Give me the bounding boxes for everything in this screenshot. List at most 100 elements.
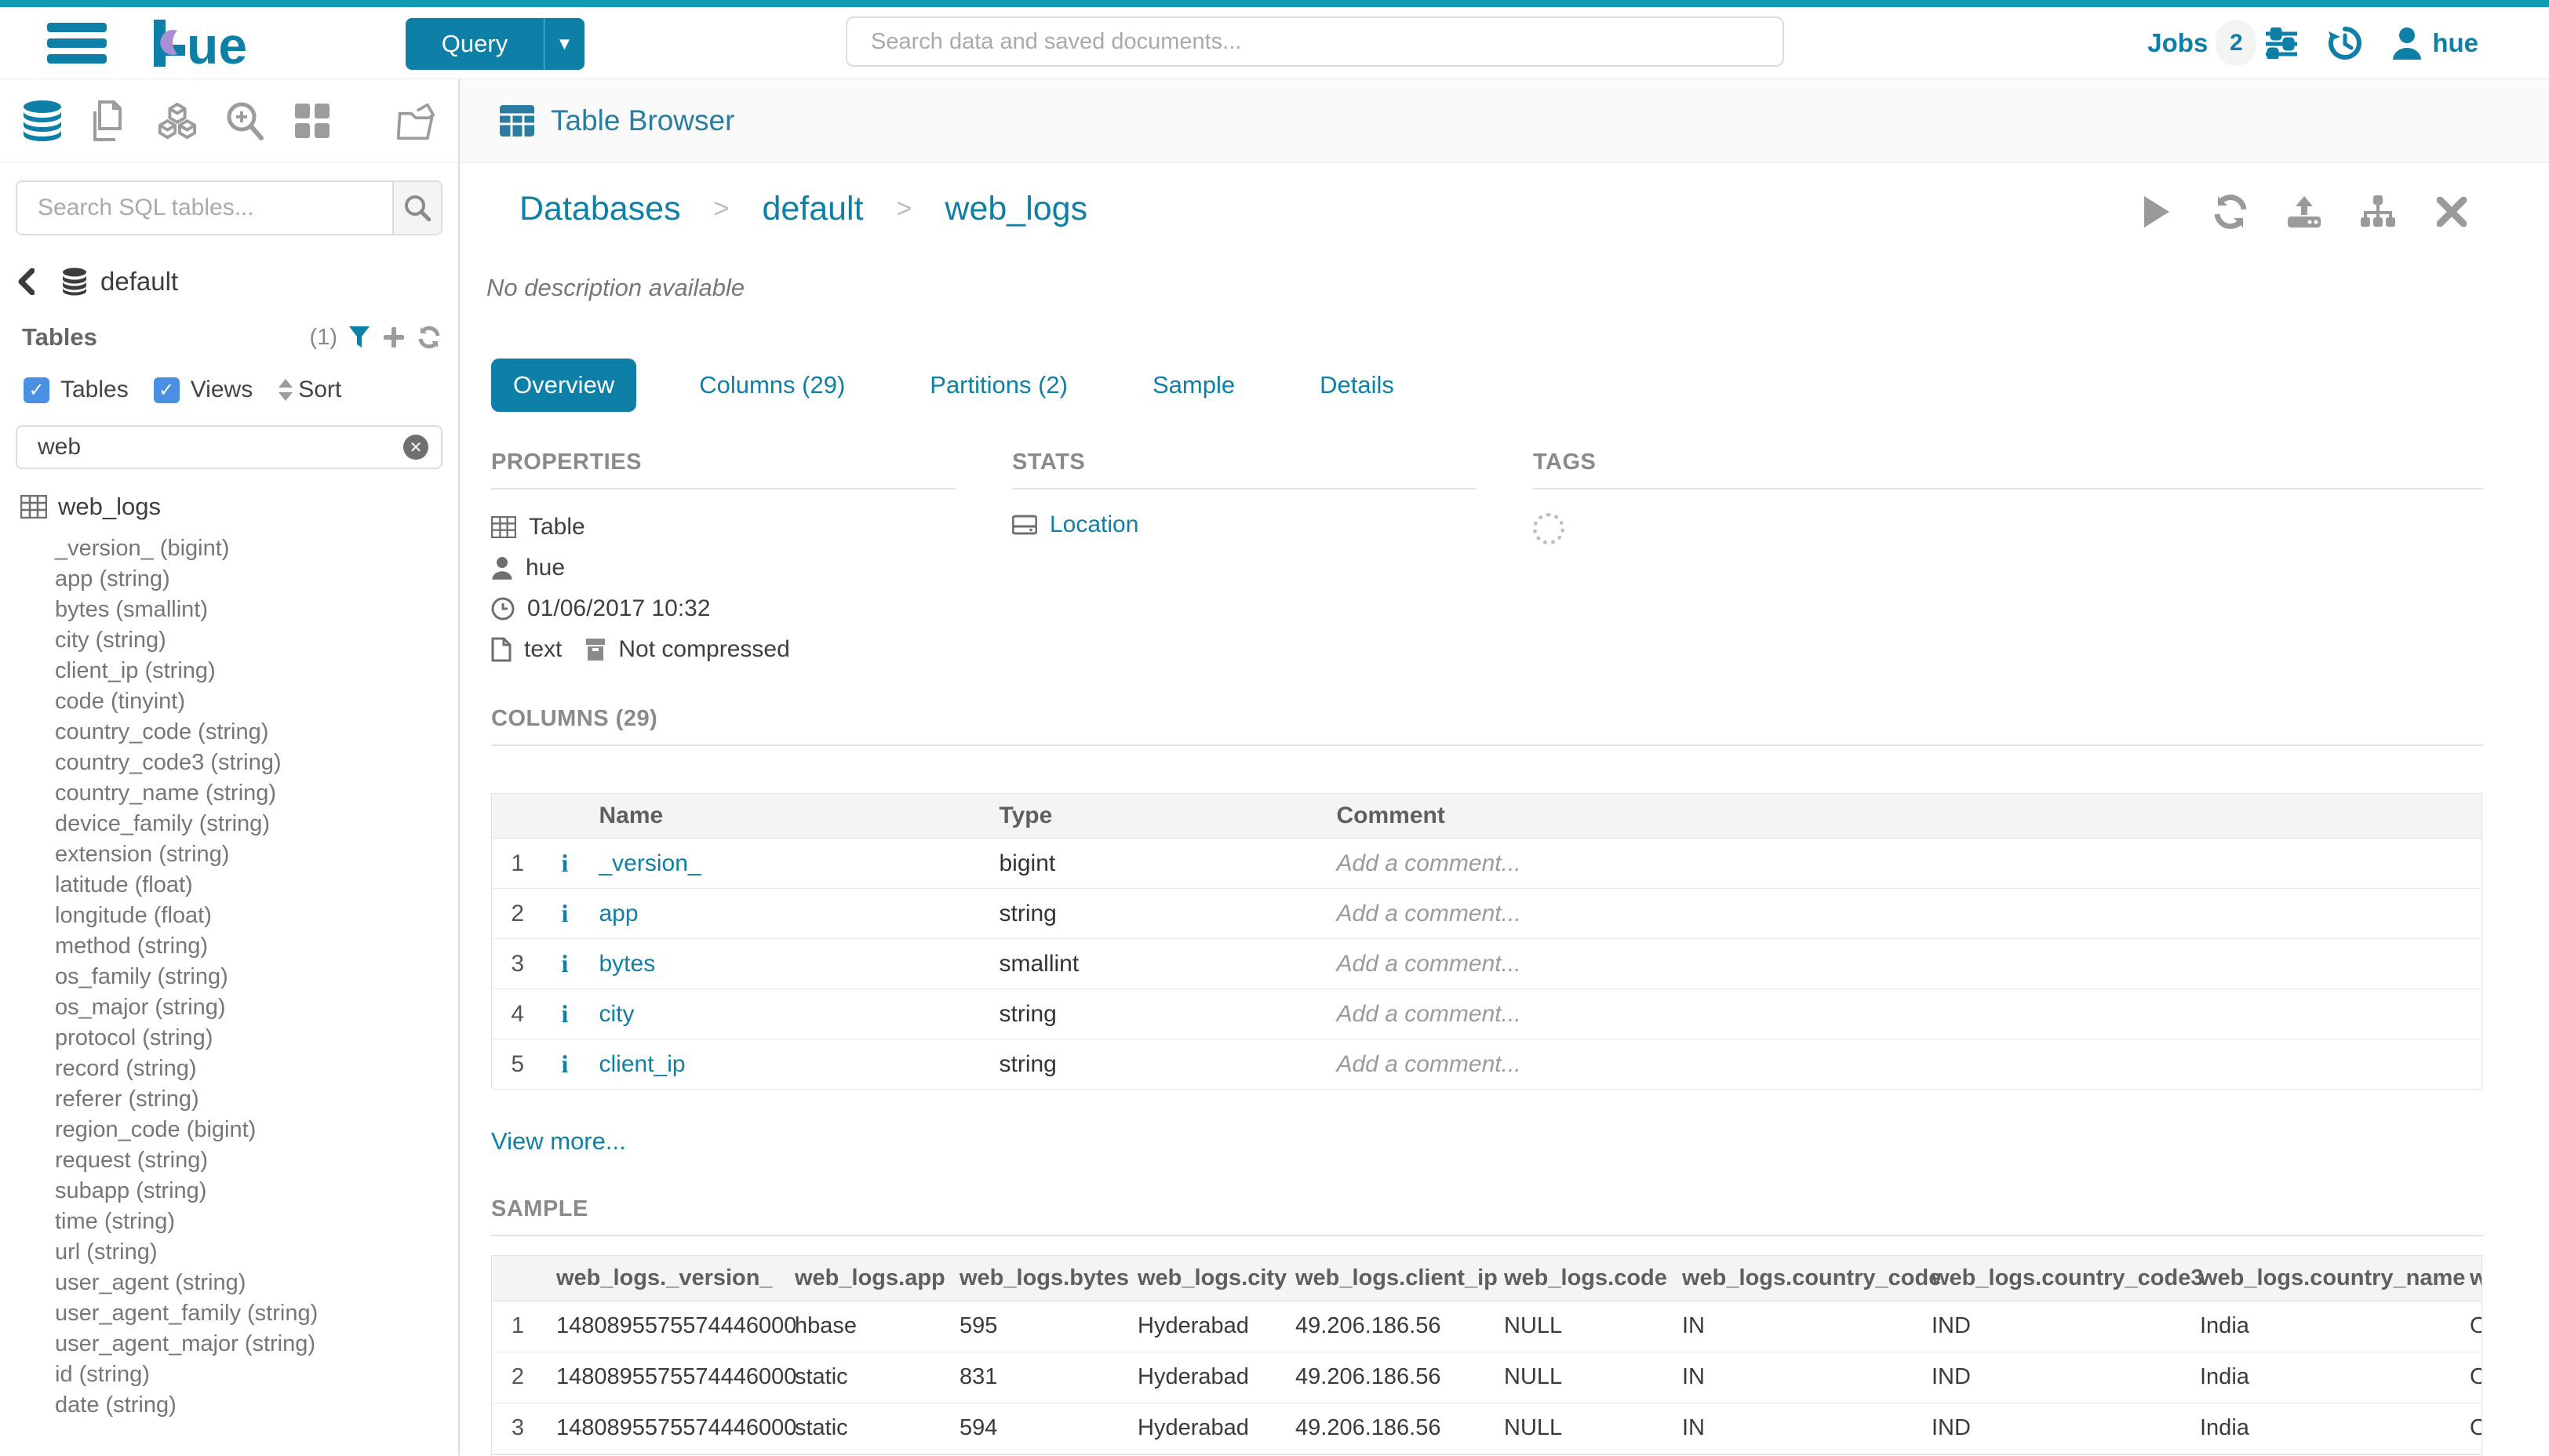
breadcrumb-item-web_logs[interactable]: web_logs xyxy=(945,190,1088,228)
column-list-item[interactable]: request (string) xyxy=(55,1148,209,1173)
column-name-link[interactable]: bytes xyxy=(586,938,987,989)
column-list-item[interactable]: subapp (string) xyxy=(55,1178,207,1203)
close-icon[interactable] xyxy=(2433,193,2471,231)
column-comment-placeholder[interactable]: Add a comment... xyxy=(1324,988,2482,1039)
refresh-tables-icon[interactable] xyxy=(417,326,441,349)
breadcrumb-item-default[interactable]: default xyxy=(762,190,864,228)
search-panel-icon[interactable] xyxy=(224,100,265,141)
column-list-item[interactable]: user_agent_family (string) xyxy=(55,1301,319,1326)
column-info-icon[interactable]: i xyxy=(543,938,587,989)
sql-tables-search-input[interactable] xyxy=(17,182,392,234)
column-comment-placeholder[interactable]: Add a comment... xyxy=(1324,838,2482,889)
location-link[interactable]: Location xyxy=(1050,511,1139,537)
column-list-item[interactable]: latitude (float) xyxy=(55,872,193,897)
sample-cell: IND xyxy=(1919,1301,2187,1352)
history-icon[interactable] xyxy=(2327,25,2363,61)
chevron-left-icon[interactable] xyxy=(17,268,35,295)
column-list-item[interactable]: url (string) xyxy=(55,1239,158,1265)
views-checkbox-label[interactable]: Views xyxy=(190,377,253,402)
refresh-icon[interactable] xyxy=(2212,193,2249,231)
breadcrumb-item-databases[interactable]: Databases xyxy=(519,190,681,228)
column-name-link[interactable]: client_ip xyxy=(586,1039,987,1090)
column-list-item[interactable]: country_code3 (string) xyxy=(55,750,282,775)
table-description[interactable]: No description available xyxy=(486,274,745,301)
query-button[interactable]: Query ▼ xyxy=(406,18,584,70)
global-search-input[interactable] xyxy=(846,16,1784,67)
query-table-icon[interactable] xyxy=(2138,193,2176,231)
hue-logo[interactable]: ue xyxy=(143,15,284,71)
tables-checkbox-label[interactable]: Tables xyxy=(60,377,129,402)
sample-cell: static xyxy=(782,1403,947,1454)
functions-panel-icon[interactable] xyxy=(157,100,198,141)
column-list-item[interactable]: region_code (bigint) xyxy=(55,1117,257,1142)
column-list-item[interactable]: referer (string) xyxy=(55,1087,199,1112)
column-list-item[interactable]: _version_ (bigint) xyxy=(55,536,230,561)
table-item-web-logs[interactable]: web_logs xyxy=(20,493,442,521)
views-checkbox[interactable]: ✓ xyxy=(153,377,180,403)
sample-cell: IN xyxy=(1670,1352,1919,1403)
column-list-item[interactable]: code (tinyint) xyxy=(55,689,186,714)
column-list-item[interactable]: id (string) xyxy=(55,1362,150,1387)
column-name-link[interactable]: _version_ xyxy=(586,838,987,889)
column-list-item[interactable]: protocol (string) xyxy=(55,1025,213,1050)
sort-toggle[interactable]: Sort xyxy=(278,377,341,403)
import-icon[interactable] xyxy=(2285,193,2323,231)
tags-heading: TAGS xyxy=(1533,450,1597,475)
tab-partitions-2-[interactable]: Partitions (2) xyxy=(930,371,1068,399)
tab-columns-29-[interactable]: Columns (29) xyxy=(699,371,846,399)
databases-panel-icon[interactable] xyxy=(22,100,63,141)
column-list-item[interactable]: extension (string) xyxy=(55,842,230,867)
column-info-icon[interactable]: i xyxy=(543,988,587,1039)
column-list-item[interactable]: client_ip (string) xyxy=(55,658,216,683)
column-name-link[interactable]: city xyxy=(586,988,987,1039)
user-menu[interactable]: hue xyxy=(2391,27,2478,60)
column-list-item[interactable]: device_family (string) xyxy=(55,811,270,836)
column-list-item[interactable]: city (string) xyxy=(55,628,166,653)
column-list-item[interactable]: record (string) xyxy=(55,1056,197,1081)
query-dropdown-caret-icon[interactable]: ▼ xyxy=(544,18,584,70)
clear-filter-icon[interactable]: ✕ xyxy=(403,435,428,460)
tab-details[interactable]: Details xyxy=(1320,371,1394,399)
column-list-item[interactable]: country_code (string) xyxy=(55,719,269,744)
add-table-icon[interactable] xyxy=(383,326,405,348)
filter-funnel-icon[interactable] xyxy=(348,326,370,349)
column-list-item[interactable]: os_family (string) xyxy=(55,964,228,989)
database-breadcrumb-row[interactable]: default xyxy=(17,267,442,297)
folder-documents-icon[interactable] xyxy=(395,100,436,141)
table-filter-input[interactable] xyxy=(16,425,442,469)
column-list-item[interactable]: date (string) xyxy=(55,1392,177,1418)
view-more-link[interactable]: View more... xyxy=(491,1127,626,1155)
column-comment-placeholder[interactable]: Add a comment... xyxy=(1324,1039,2482,1090)
jobs-sliders-icon[interactable] xyxy=(2264,27,2299,59)
column-list-item[interactable]: user_agent (string) xyxy=(55,1270,246,1295)
column-comment-placeholder[interactable]: Add a comment... xyxy=(1324,938,2482,989)
column-info-icon[interactable]: i xyxy=(543,838,587,889)
documents-panel-icon[interactable] xyxy=(89,100,130,141)
column-list-item[interactable]: longitude (float) xyxy=(55,903,212,928)
column-list-item[interactable]: bytes (smallint) xyxy=(55,597,208,622)
column-list-item[interactable]: user_agent_major (string) xyxy=(55,1331,316,1356)
column-list-item[interactable]: time (string) xyxy=(55,1209,176,1234)
jobs-link[interactable]: Jobs 2 xyxy=(2147,20,2299,66)
sql-tables-search-button[interactable] xyxy=(392,182,441,234)
stats-heading: STATS xyxy=(1012,450,1086,475)
hamburger-menu-icon[interactable] xyxy=(47,22,107,64)
lineage-icon[interactable] xyxy=(2359,193,2397,231)
format-value: text xyxy=(524,636,563,662)
sample-cell: IND xyxy=(1919,1352,2187,1403)
properties-heading: PROPERTIES xyxy=(491,450,642,475)
column-list-item[interactable]: method (string) xyxy=(55,934,209,959)
column-info-icon[interactable]: i xyxy=(543,888,587,939)
column-comment-placeholder[interactable]: Add a comment... xyxy=(1324,888,2482,939)
column-list-item[interactable]: country_name (string) xyxy=(55,781,277,806)
column-list-item[interactable]: os_major (string) xyxy=(55,995,226,1020)
column-list-item[interactable]: app (string) xyxy=(55,566,170,592)
tables-checkbox[interactable]: ✓ xyxy=(24,377,49,403)
column-name-link[interactable]: app xyxy=(586,888,987,939)
column-info-icon[interactable]: i xyxy=(543,1039,587,1090)
tab-sample[interactable]: Sample xyxy=(1153,371,1236,399)
tab-overview[interactable]: Overview xyxy=(491,359,637,412)
sample-table-wrapper[interactable]: web_logs._version_ web_logs.app web_logs.b… xyxy=(491,1255,2482,1455)
apps-grid-icon[interactable] xyxy=(292,100,333,141)
sample-cell: 1480895575574446000 xyxy=(544,1403,796,1454)
